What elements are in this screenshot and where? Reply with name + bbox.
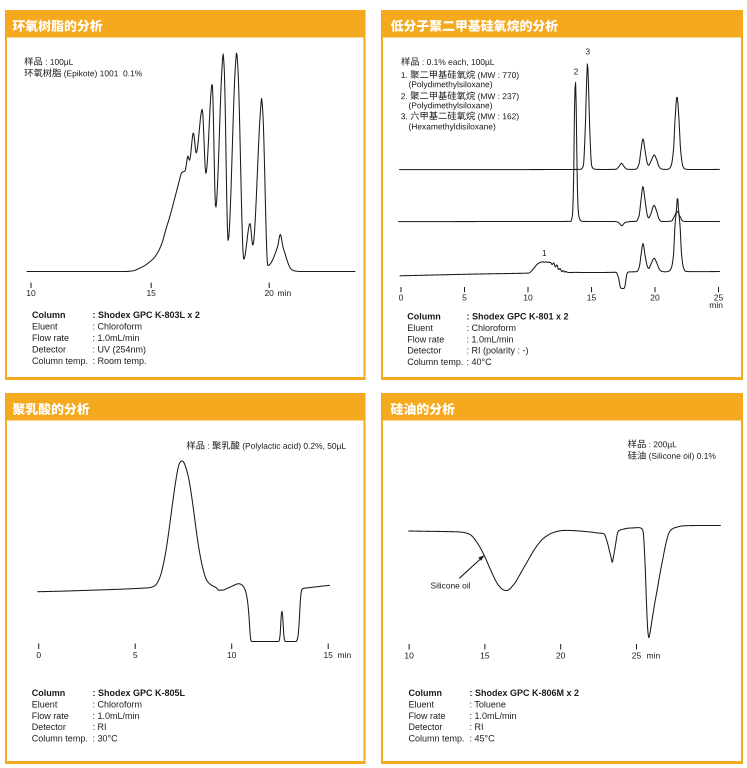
- svg-text:min: min: [647, 651, 661, 661]
- svg-text:: Chloroform: : Chloroform: [93, 322, 143, 332]
- svg-text:Eluent: Eluent: [409, 699, 435, 709]
- svg-text:min: min: [278, 288, 292, 298]
- svg-text:: 30°C: : 30°C: [93, 734, 119, 744]
- svg-text:: 1.0mL/min: : 1.0mL/min: [93, 333, 140, 343]
- svg-text:Flow rate: Flow rate: [32, 333, 69, 343]
- svg-text:: 1.0mL/min: : 1.0mL/min: [470, 711, 517, 721]
- svg-text:: 1.0mL/min: : 1.0mL/min: [467, 334, 514, 344]
- svg-text:1: 1: [542, 248, 547, 258]
- svg-text:Column: Column: [32, 688, 66, 698]
- svg-text:: 40°C: : 40°C: [467, 357, 493, 367]
- svg-text:Flow rate: Flow rate: [407, 334, 444, 344]
- svg-text:Eluent: Eluent: [32, 322, 58, 332]
- svg-text:: RI: : RI: [470, 722, 484, 732]
- svg-text:15: 15: [146, 288, 156, 298]
- svg-text:10: 10: [523, 293, 533, 303]
- svg-text:10: 10: [26, 288, 36, 298]
- svg-text:Column: Column: [32, 310, 66, 320]
- svg-text:Column temp.: Column temp.: [409, 734, 465, 744]
- svg-text:: Shodex GPC K-801 x 2: : Shodex GPC K-801 x 2: [467, 312, 569, 322]
- svg-text:10: 10: [404, 651, 414, 661]
- svg-text:10: 10: [227, 650, 237, 660]
- svg-text:: Chloroform: : Chloroform: [467, 323, 517, 333]
- svg-text:Silicone oil: Silicone oil: [431, 581, 471, 591]
- svg-text:2: 2: [574, 67, 579, 77]
- svg-text:3: 3: [585, 47, 590, 57]
- svg-text:15: 15: [323, 650, 333, 660]
- svg-text:: Shodex GPC K-806M x 2: : Shodex GPC K-806M x 2: [470, 688, 580, 698]
- svg-text:Column temp.: Column temp.: [407, 357, 463, 367]
- svg-text:Flow rate: Flow rate: [409, 711, 446, 721]
- svg-text:: RI (polarity : -): : RI (polarity : -): [467, 346, 529, 356]
- svg-text:25: 25: [714, 293, 724, 303]
- svg-text:Detector: Detector: [407, 346, 441, 356]
- svg-text:: Shodex GPC K-805L: : Shodex GPC K-805L: [93, 688, 186, 698]
- svg-text:5: 5: [133, 650, 138, 660]
- svg-text:Column: Column: [409, 688, 443, 698]
- svg-text:20: 20: [650, 293, 660, 303]
- svg-text:Eluent: Eluent: [32, 699, 58, 709]
- svg-text:0: 0: [36, 650, 41, 660]
- svg-text:Column temp.: Column temp.: [32, 734, 88, 744]
- svg-text:: RI: : RI: [93, 722, 107, 732]
- svg-text:: Room temp.: : Room temp.: [93, 356, 147, 366]
- svg-text:25: 25: [632, 651, 642, 661]
- svg-text:: Toluene: : Toluene: [470, 699, 506, 709]
- svg-text:: Chloroform: : Chloroform: [93, 699, 143, 709]
- svg-text:Column temp.: Column temp.: [32, 356, 88, 366]
- svg-text:Eluent: Eluent: [407, 323, 433, 333]
- svg-text:20: 20: [264, 288, 274, 298]
- svg-text:min: min: [709, 300, 723, 310]
- svg-text:20: 20: [556, 651, 566, 661]
- svg-text:min: min: [338, 650, 352, 660]
- svg-text:Flow rate: Flow rate: [32, 711, 69, 721]
- svg-text:: Shodex GPC K-803L x 2: : Shodex GPC K-803L x 2: [93, 310, 200, 320]
- svg-text:: 45°C: : 45°C: [470, 734, 496, 744]
- svg-text:Detector: Detector: [32, 344, 66, 354]
- svg-text:5: 5: [462, 293, 467, 303]
- svg-text:Column: Column: [407, 312, 441, 322]
- svg-text:0: 0: [399, 293, 404, 303]
- svg-text:: UV (254nm): : UV (254nm): [93, 344, 147, 354]
- svg-text:Detector: Detector: [409, 722, 443, 732]
- svg-text:Detector: Detector: [32, 722, 66, 732]
- svg-text:15: 15: [587, 293, 597, 303]
- svg-text:15: 15: [480, 651, 490, 661]
- svg-text:: 1.0mL/min: : 1.0mL/min: [93, 711, 140, 721]
